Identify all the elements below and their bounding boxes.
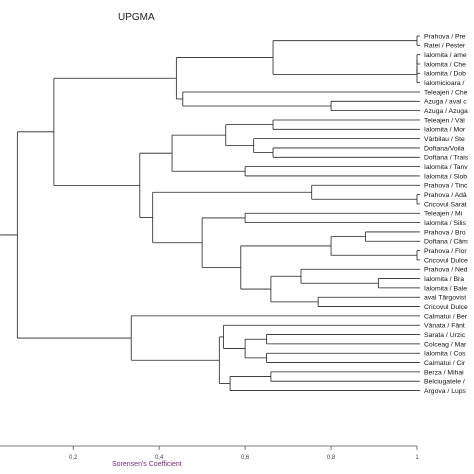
leaf-label: Prahova / Bro bbox=[424, 229, 466, 236]
leaf-label: Doftana / Trais bbox=[424, 155, 469, 162]
leaf-label: Ialomita / Cos bbox=[424, 351, 466, 358]
leaf-label: Azuga / Azuga bbox=[424, 108, 468, 115]
x-tick-label: 0,4 bbox=[155, 455, 164, 461]
leaf-label: Teleajen / Väl bbox=[424, 117, 465, 124]
leaf-label: aval Târgovist bbox=[424, 295, 466, 302]
leaf-label: Prahova / Flor bbox=[424, 248, 467, 255]
leaf-label: Vârbilau / Ste bbox=[424, 136, 465, 143]
leaf-label: Ialomita / Silis bbox=[424, 220, 467, 227]
x-tick-label: 1 bbox=[415, 455, 419, 461]
leaf-label: Ialomita / Dob bbox=[424, 71, 466, 78]
leaf-label: Cricovul Dulce bbox=[424, 304, 468, 311]
leaf-label: Azuga / aval c bbox=[424, 99, 467, 106]
leaf-label: Cricovul Dulce bbox=[424, 257, 468, 264]
leaf-label: Cricovul Sarat bbox=[424, 201, 467, 208]
leaf-label: Prahova / Adâ bbox=[424, 192, 467, 199]
leaf-label: Calmatui / Cir bbox=[424, 360, 466, 367]
leaf-label: Teleajen / Mi bbox=[424, 211, 463, 218]
leaf-label: Ialomita / Slob bbox=[424, 173, 467, 180]
leaf-label: Ialomita / Tanv bbox=[424, 164, 468, 171]
leaf-label: Prahova / Pre bbox=[424, 33, 466, 40]
leaf-label: Prahova / Tinc bbox=[424, 183, 468, 190]
leaf-label: Doftana/Voila bbox=[424, 145, 465, 152]
leaf-label: Belciugatele / bbox=[424, 379, 465, 386]
x-axis-label: Sorensen's Coefficient bbox=[112, 461, 182, 468]
leaf-label: Calmatui / Ber bbox=[424, 313, 468, 320]
leaf-label: Berza / Mihai bbox=[424, 369, 464, 376]
x-tick-label: 0,2 bbox=[69, 455, 78, 461]
leaf-label: Sarata / Urzic bbox=[424, 332, 466, 339]
leaf-label: Ialomita / Bra bbox=[424, 276, 464, 283]
leaf-label: Argova / Lups bbox=[424, 388, 467, 395]
leaf-label: Ialomicioara / bbox=[424, 80, 465, 87]
leaf-label: Ialomita / Mor bbox=[424, 127, 466, 134]
leaf-label: Ialomita / Che bbox=[424, 61, 466, 68]
leaf-label: Vânata / Fânt bbox=[424, 323, 465, 330]
leaf-label: Ratei / Pester bbox=[424, 43, 466, 50]
leaf-label: Ialomita / ame bbox=[424, 52, 467, 59]
chart-title: UPGMA bbox=[118, 12, 155, 23]
leaf-label: Colceag / Mar bbox=[424, 341, 467, 348]
leaf-label: Ialomita / Bale bbox=[424, 285, 467, 292]
leaf-label: Prahova / Ned bbox=[424, 267, 468, 274]
x-tick-label: 0,6 bbox=[241, 455, 250, 461]
leaf-label: Doftana / Câm bbox=[424, 239, 468, 246]
leaf-label: Teleajen / Che bbox=[424, 89, 468, 96]
x-tick-label: 0,8 bbox=[327, 455, 336, 461]
